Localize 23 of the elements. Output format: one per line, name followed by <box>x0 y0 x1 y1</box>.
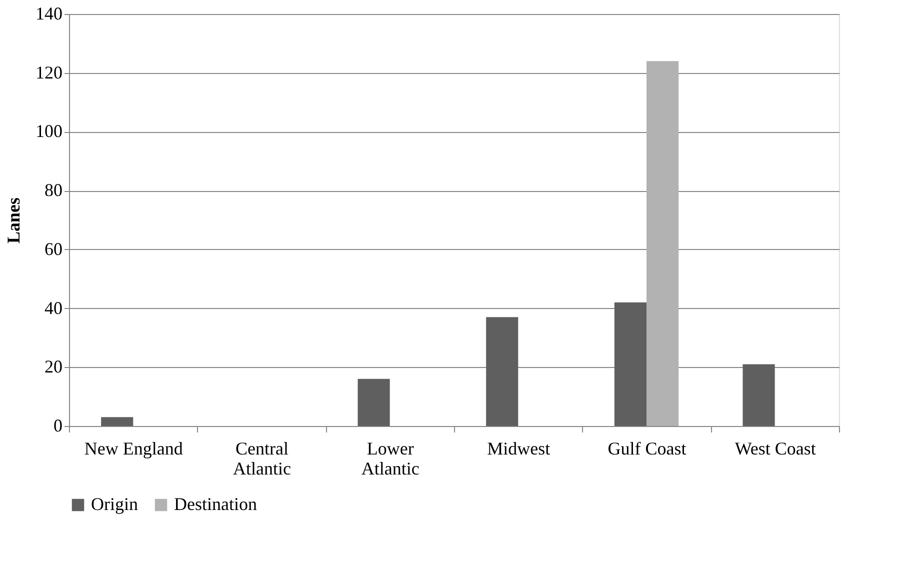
legend-label: Origin <box>91 494 138 514</box>
x-tick-label: West Coast <box>734 438 816 458</box>
bar <box>614 302 646 426</box>
bar <box>646 61 679 426</box>
x-tick-label: Midwest <box>487 438 550 458</box>
y-tick-label: 140 <box>36 4 62 24</box>
y-tick-label: 40 <box>44 298 62 318</box>
y-tick-label: 120 <box>36 62 62 82</box>
legend-label: Destination <box>174 494 257 514</box>
bar <box>358 378 390 426</box>
y-tick-label: 80 <box>44 180 62 200</box>
bar <box>101 417 134 426</box>
y-tick-label: 0 <box>54 416 62 436</box>
bar <box>486 317 518 426</box>
y-axis-title: Lanes <box>4 197 24 244</box>
y-tick-label: 60 <box>44 238 62 259</box>
x-tick-label: Gulf Coast <box>608 438 686 458</box>
x-tick-label: New England <box>84 438 183 458</box>
x-tick-label: Central Atlantic <box>233 438 291 478</box>
y-tick-label: 20 <box>44 356 62 377</box>
x-tick-label: Lower Atlantic <box>361 438 420 478</box>
y-tick-label: 100 <box>36 121 62 142</box>
bar <box>742 364 775 426</box>
